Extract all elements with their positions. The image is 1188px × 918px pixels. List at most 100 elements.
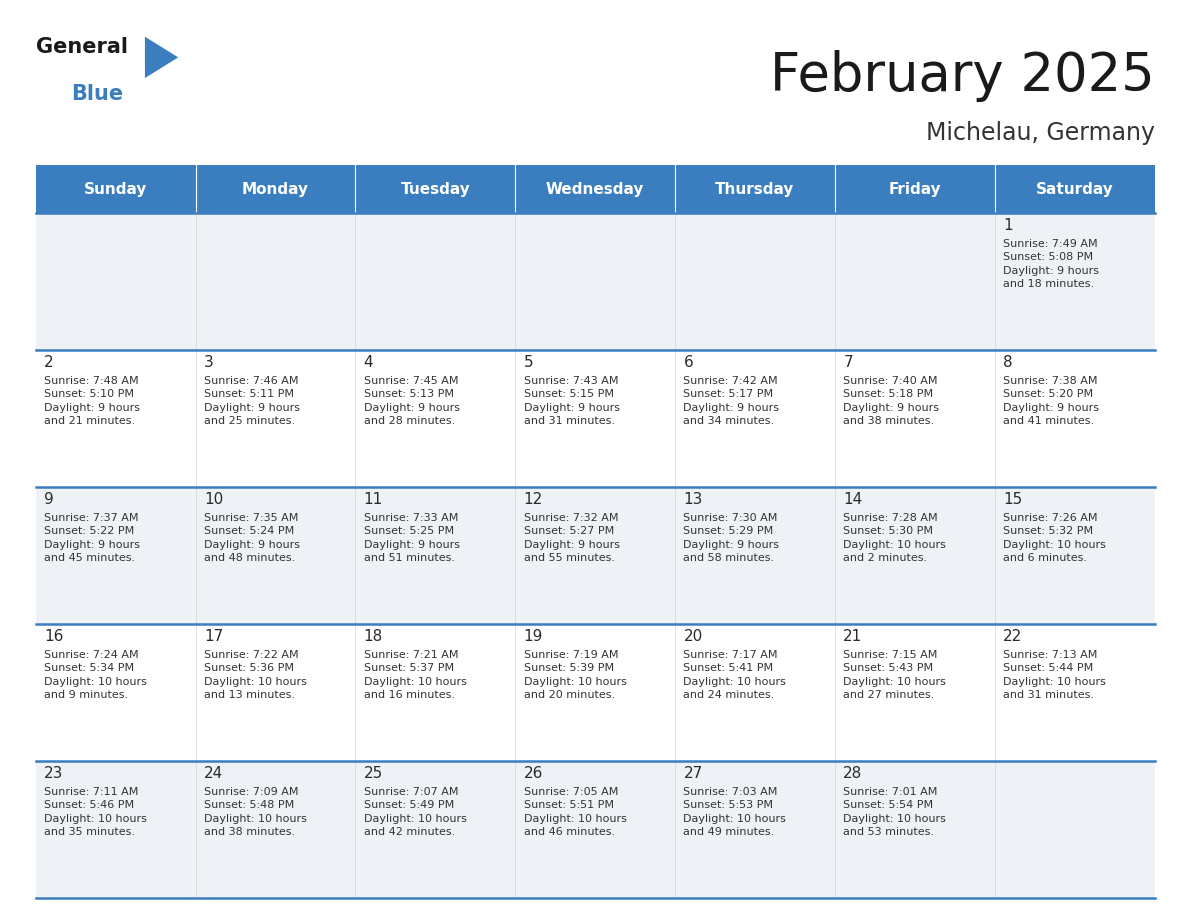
Bar — [355, 213, 516, 350]
Bar — [994, 624, 1155, 761]
Text: 26: 26 — [524, 767, 543, 781]
Text: Michelau, Germany: Michelau, Germany — [925, 121, 1155, 145]
Bar — [196, 624, 355, 761]
Bar — [994, 761, 1155, 898]
Bar — [994, 165, 1155, 213]
Bar — [675, 165, 835, 213]
Text: Sunrise: 7:03 AM
Sunset: 5:53 PM
Daylight: 10 hours
and 49 minutes.: Sunrise: 7:03 AM Sunset: 5:53 PM Dayligh… — [683, 787, 786, 837]
Text: Saturday: Saturday — [1036, 182, 1113, 196]
Bar — [516, 165, 675, 213]
Bar — [355, 624, 516, 761]
Text: Blue: Blue — [71, 84, 124, 105]
Text: 17: 17 — [204, 630, 223, 644]
Bar — [675, 350, 835, 487]
Text: Sunrise: 7:09 AM
Sunset: 5:48 PM
Daylight: 10 hours
and 38 minutes.: Sunrise: 7:09 AM Sunset: 5:48 PM Dayligh… — [204, 787, 307, 837]
Text: February 2025: February 2025 — [770, 50, 1155, 103]
Bar — [675, 487, 835, 624]
Text: 28: 28 — [843, 767, 862, 781]
Bar — [516, 213, 675, 350]
Text: Sunrise: 7:05 AM
Sunset: 5:51 PM
Daylight: 10 hours
and 46 minutes.: Sunrise: 7:05 AM Sunset: 5:51 PM Dayligh… — [524, 787, 626, 837]
Bar — [196, 761, 355, 898]
Text: Friday: Friday — [889, 182, 941, 196]
Bar — [36, 624, 196, 761]
Text: Sunrise: 7:11 AM
Sunset: 5:46 PM
Daylight: 10 hours
and 35 minutes.: Sunrise: 7:11 AM Sunset: 5:46 PM Dayligh… — [44, 787, 147, 837]
Text: Sunrise: 7:35 AM
Sunset: 5:24 PM
Daylight: 9 hours
and 48 minutes.: Sunrise: 7:35 AM Sunset: 5:24 PM Dayligh… — [204, 512, 299, 564]
Text: Sunrise: 7:30 AM
Sunset: 5:29 PM
Daylight: 9 hours
and 58 minutes.: Sunrise: 7:30 AM Sunset: 5:29 PM Dayligh… — [683, 512, 779, 564]
Text: Wednesday: Wednesday — [546, 182, 644, 196]
Bar — [355, 165, 516, 213]
Bar — [196, 165, 355, 213]
Bar — [196, 213, 355, 350]
Text: 15: 15 — [1003, 492, 1023, 508]
Text: 4: 4 — [364, 355, 373, 371]
Text: Sunday: Sunday — [84, 182, 147, 196]
Text: Sunrise: 7:46 AM
Sunset: 5:11 PM
Daylight: 9 hours
and 25 minutes.: Sunrise: 7:46 AM Sunset: 5:11 PM Dayligh… — [204, 375, 299, 427]
Text: Sunrise: 7:28 AM
Sunset: 5:30 PM
Daylight: 10 hours
and 2 minutes.: Sunrise: 7:28 AM Sunset: 5:30 PM Dayligh… — [843, 512, 946, 564]
Bar — [196, 350, 355, 487]
Bar — [675, 624, 835, 761]
Text: 5: 5 — [524, 355, 533, 371]
Text: Sunrise: 7:26 AM
Sunset: 5:32 PM
Daylight: 10 hours
and 6 minutes.: Sunrise: 7:26 AM Sunset: 5:32 PM Dayligh… — [1003, 512, 1106, 564]
Text: Sunrise: 7:42 AM
Sunset: 5:17 PM
Daylight: 9 hours
and 34 minutes.: Sunrise: 7:42 AM Sunset: 5:17 PM Dayligh… — [683, 375, 779, 427]
Text: Sunrise: 7:32 AM
Sunset: 5:27 PM
Daylight: 9 hours
and 55 minutes.: Sunrise: 7:32 AM Sunset: 5:27 PM Dayligh… — [524, 512, 620, 564]
Bar — [355, 761, 516, 898]
Bar — [516, 761, 675, 898]
Text: Sunrise: 7:07 AM
Sunset: 5:49 PM
Daylight: 10 hours
and 42 minutes.: Sunrise: 7:07 AM Sunset: 5:49 PM Dayligh… — [364, 787, 467, 837]
Text: Sunrise: 7:17 AM
Sunset: 5:41 PM
Daylight: 10 hours
and 24 minutes.: Sunrise: 7:17 AM Sunset: 5:41 PM Dayligh… — [683, 650, 786, 700]
Text: Sunrise: 7:33 AM
Sunset: 5:25 PM
Daylight: 9 hours
and 51 minutes.: Sunrise: 7:33 AM Sunset: 5:25 PM Dayligh… — [364, 512, 460, 564]
Text: 2: 2 — [44, 355, 53, 371]
Text: 22: 22 — [1003, 630, 1023, 644]
Text: 14: 14 — [843, 492, 862, 508]
Text: 19: 19 — [524, 630, 543, 644]
Text: Sunrise: 7:43 AM
Sunset: 5:15 PM
Daylight: 9 hours
and 31 minutes.: Sunrise: 7:43 AM Sunset: 5:15 PM Dayligh… — [524, 375, 620, 427]
Text: Sunrise: 7:19 AM
Sunset: 5:39 PM
Daylight: 10 hours
and 20 minutes.: Sunrise: 7:19 AM Sunset: 5:39 PM Dayligh… — [524, 650, 626, 700]
Bar — [36, 165, 196, 213]
Text: Tuesday: Tuesday — [400, 182, 470, 196]
Text: 12: 12 — [524, 492, 543, 508]
Text: Monday: Monday — [242, 182, 309, 196]
Bar — [36, 350, 196, 487]
Text: 27: 27 — [683, 767, 702, 781]
Text: Sunrise: 7:48 AM
Sunset: 5:10 PM
Daylight: 9 hours
and 21 minutes.: Sunrise: 7:48 AM Sunset: 5:10 PM Dayligh… — [44, 375, 140, 427]
Bar — [835, 165, 994, 213]
Text: Sunrise: 7:37 AM
Sunset: 5:22 PM
Daylight: 9 hours
and 45 minutes.: Sunrise: 7:37 AM Sunset: 5:22 PM Dayligh… — [44, 512, 140, 564]
Text: 18: 18 — [364, 630, 383, 644]
Text: Sunrise: 7:24 AM
Sunset: 5:34 PM
Daylight: 10 hours
and 9 minutes.: Sunrise: 7:24 AM Sunset: 5:34 PM Dayligh… — [44, 650, 147, 700]
Text: Sunrise: 7:49 AM
Sunset: 5:08 PM
Daylight: 9 hours
and 18 minutes.: Sunrise: 7:49 AM Sunset: 5:08 PM Dayligh… — [1003, 239, 1099, 289]
Bar — [355, 487, 516, 624]
Text: 8: 8 — [1003, 355, 1013, 371]
Bar — [835, 213, 994, 350]
Text: Sunrise: 7:22 AM
Sunset: 5:36 PM
Daylight: 10 hours
and 13 minutes.: Sunrise: 7:22 AM Sunset: 5:36 PM Dayligh… — [204, 650, 307, 700]
Bar — [994, 487, 1155, 624]
Text: 25: 25 — [364, 767, 383, 781]
Text: Sunrise: 7:21 AM
Sunset: 5:37 PM
Daylight: 10 hours
and 16 minutes.: Sunrise: 7:21 AM Sunset: 5:37 PM Dayligh… — [364, 650, 467, 700]
Text: 1: 1 — [1003, 218, 1013, 233]
Text: General: General — [36, 37, 127, 57]
Text: 7: 7 — [843, 355, 853, 371]
Bar — [516, 350, 675, 487]
Bar — [36, 487, 196, 624]
Text: 6: 6 — [683, 355, 693, 371]
Bar — [355, 350, 516, 487]
Text: Sunrise: 7:15 AM
Sunset: 5:43 PM
Daylight: 10 hours
and 27 minutes.: Sunrise: 7:15 AM Sunset: 5:43 PM Dayligh… — [843, 650, 946, 700]
Text: Sunrise: 7:13 AM
Sunset: 5:44 PM
Daylight: 10 hours
and 31 minutes.: Sunrise: 7:13 AM Sunset: 5:44 PM Dayligh… — [1003, 650, 1106, 700]
Bar — [516, 624, 675, 761]
Bar — [835, 487, 994, 624]
Text: Sunrise: 7:40 AM
Sunset: 5:18 PM
Daylight: 9 hours
and 38 minutes.: Sunrise: 7:40 AM Sunset: 5:18 PM Dayligh… — [843, 375, 940, 427]
Text: 10: 10 — [204, 492, 223, 508]
Text: 13: 13 — [683, 492, 703, 508]
Bar — [196, 487, 355, 624]
Bar — [36, 761, 196, 898]
Bar — [675, 213, 835, 350]
Bar — [994, 213, 1155, 350]
Text: 24: 24 — [204, 767, 223, 781]
Text: 16: 16 — [44, 630, 63, 644]
Polygon shape — [145, 37, 178, 78]
Text: 9: 9 — [44, 492, 53, 508]
Bar — [675, 761, 835, 898]
Bar — [36, 213, 196, 350]
Text: Thursday: Thursday — [715, 182, 795, 196]
Text: Sunrise: 7:01 AM
Sunset: 5:54 PM
Daylight: 10 hours
and 53 minutes.: Sunrise: 7:01 AM Sunset: 5:54 PM Dayligh… — [843, 787, 946, 837]
Text: 3: 3 — [204, 355, 214, 371]
Bar — [835, 350, 994, 487]
